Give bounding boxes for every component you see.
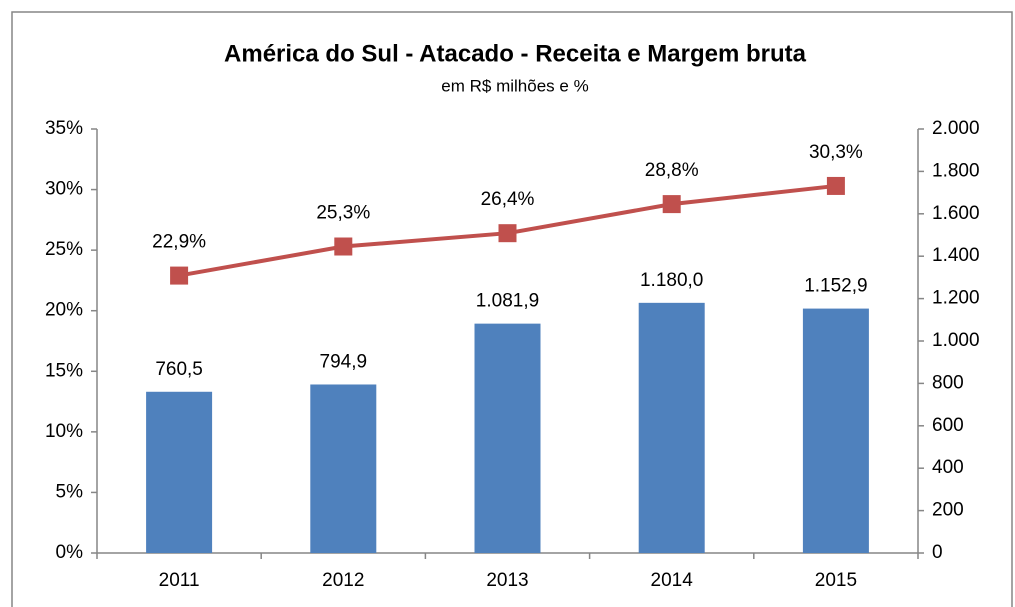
- y2-tick-label: 1.800: [932, 160, 980, 181]
- x-tick-label: 2012: [322, 570, 364, 591]
- bar-value-label: 794,9: [320, 351, 368, 372]
- line-marker: [826, 176, 845, 195]
- y-tick-label: 30%: [45, 179, 83, 200]
- bar: [310, 384, 377, 553]
- line-value-label: 26,4%: [481, 189, 535, 210]
- y2-tick-label: 0: [932, 542, 943, 563]
- line-marker: [498, 224, 517, 243]
- y2-tick-label: 400: [932, 457, 964, 478]
- y2-tick-label: 1.400: [932, 245, 980, 266]
- x-tick-label: 2013: [486, 570, 528, 591]
- bar: [802, 308, 869, 553]
- bar-value-label: 1.081,9: [476, 291, 539, 312]
- y2-tick-label: 1.600: [932, 203, 980, 224]
- y2-tick-label: 800: [932, 372, 964, 393]
- line-marker: [662, 195, 681, 214]
- y2-tick-label: 200: [932, 500, 964, 521]
- chart-subtitle: em R$ milhões e %: [441, 76, 588, 95]
- y-tick-label: 0%: [56, 542, 84, 563]
- line-value-label: 25,3%: [316, 203, 370, 224]
- y-tick-label: 5%: [56, 481, 84, 502]
- y2-tick-label: 2.000: [932, 118, 980, 139]
- y2-tick-label: 600: [932, 415, 964, 436]
- x-tick-label: 2011: [159, 570, 200, 591]
- bar-value-label: 1.152,9: [804, 276, 867, 297]
- bar-value-label: 760,5: [155, 359, 203, 380]
- y-tick-label: 25%: [45, 239, 83, 260]
- line-value-label: 28,8%: [645, 160, 699, 181]
- y-tick-label: 35%: [45, 118, 83, 139]
- y2-tick-label: 1.000: [932, 330, 980, 351]
- x-tick-label: 2015: [815, 570, 857, 591]
- y-tick-label: 20%: [45, 300, 83, 321]
- y-tick-label: 15%: [45, 360, 83, 381]
- y-tick-label: 10%: [45, 421, 83, 442]
- chart-title: América do Sul - Atacado - Receita e Mar…: [224, 40, 807, 67]
- line-value-label: 22,9%: [152, 232, 206, 253]
- line-marker: [334, 237, 353, 256]
- bar: [146, 391, 213, 553]
- x-tick-label: 2014: [651, 570, 694, 591]
- bar: [638, 302, 705, 553]
- line-marker: [170, 266, 189, 285]
- bar: [474, 323, 541, 553]
- bar-value-label: 1.180,0: [640, 270, 703, 291]
- y2-tick-label: 1.200: [932, 288, 980, 309]
- line-value-label: 30,3%: [809, 142, 863, 163]
